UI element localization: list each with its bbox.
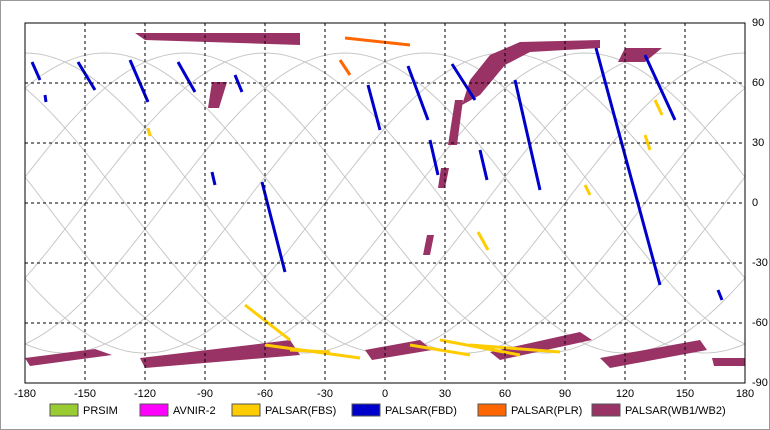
x-tick-label: -180: [14, 388, 36, 400]
x-tick-label: 0: [382, 388, 388, 400]
legend-label: PALSAR(FBD): [385, 405, 457, 417]
legend-label: PALSAR(PLR): [511, 405, 582, 417]
x-tick-label: -60: [257, 388, 273, 400]
legend-label: PALSAR(WB1/WB2): [625, 405, 726, 417]
y-tick-label: -30: [752, 257, 768, 269]
swath: [448, 100, 463, 145]
legend-swatch: [477, 403, 507, 417]
legend-swatch: [231, 403, 261, 417]
x-tick-label: 150: [676, 388, 694, 400]
x-tick-label: 120: [616, 388, 634, 400]
swath: [338, 36, 411, 76]
y-tick-label: -90: [752, 377, 768, 389]
y-tick-label: 90: [752, 17, 764, 29]
swath: [135, 33, 300, 45]
swath: [423, 235, 434, 255]
legend: PRSIM AVNIR-2 PALSAR(FBS) PALSAR(FBD) PALSAR…: [49, 403, 726, 417]
swath: [140, 340, 300, 368]
x-tick-label: 90: [559, 388, 571, 400]
y-tick-label: 0: [752, 197, 758, 209]
x-tick-label: 180: [736, 388, 754, 400]
y-tick-label: 30: [752, 137, 764, 149]
swath: [618, 48, 662, 62]
legend-swatch: [351, 403, 381, 417]
swath: [462, 40, 600, 105]
legend-swatch: [591, 403, 621, 417]
x-tick-label: 60: [499, 388, 511, 400]
legend-label: PRSIM: [83, 405, 118, 417]
wide-beam-swaths: [25, 33, 745, 368]
y-tick-label: -60: [752, 317, 768, 329]
legend-label: AVNIR-2: [173, 405, 216, 417]
swath: [712, 358, 745, 366]
x-tick-label: 30: [439, 388, 451, 400]
swath: [208, 82, 227, 108]
map-border: [24, 22, 746, 384]
legend-swatch: [139, 403, 169, 417]
swath: [30, 47, 724, 301]
x-tick-label: -90: [197, 388, 213, 400]
legend-swatch: [49, 403, 79, 417]
swath: [25, 349, 112, 366]
x-tick-label: -150: [74, 388, 96, 400]
swath: [438, 168, 449, 188]
fbd-swaths: [30, 47, 724, 301]
swath: [600, 340, 707, 368]
x-tick-label: -30: [317, 388, 333, 400]
x-tick-label: -120: [134, 388, 156, 400]
y-tick-label: 60: [752, 77, 764, 89]
plr-swaths: [338, 36, 411, 76]
legend-label: PALSAR(FBS): [265, 405, 336, 417]
